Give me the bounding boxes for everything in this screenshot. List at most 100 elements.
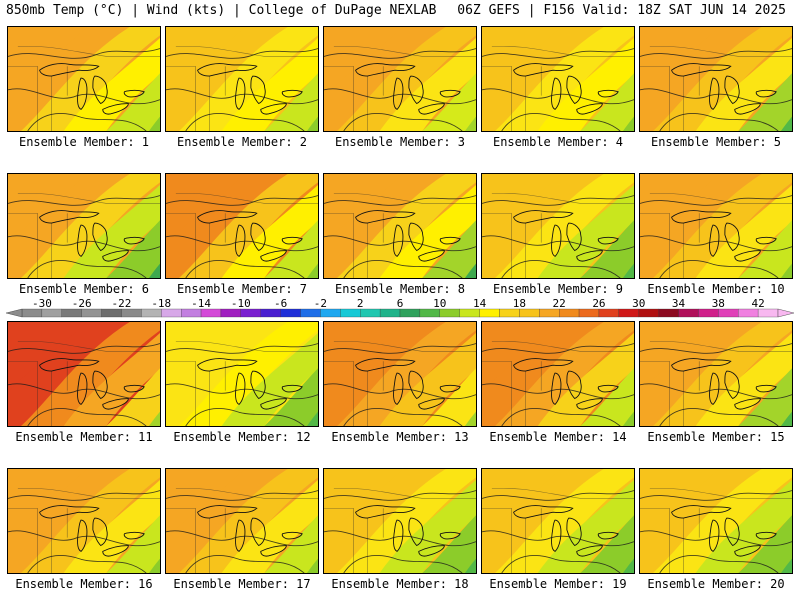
temperature-band: [148, 116, 160, 131]
great-lake-outline: [102, 545, 129, 557]
colorbar-tick: -6: [274, 297, 288, 310]
great-lake-outline: [235, 372, 246, 405]
temperature-field-map: [324, 174, 476, 278]
isotherm-contour: [482, 383, 634, 400]
isotherm-contour: [659, 554, 779, 573]
isotherm-contour: [166, 195, 318, 206]
colorbar-bin: [240, 308, 261, 318]
great-lake-outline: [709, 372, 720, 405]
isotherm-contour: [185, 259, 305, 278]
temperature-band: [653, 322, 792, 426]
colorbar-bin: [419, 308, 440, 318]
ensemble-panel-3: [323, 26, 477, 132]
temperature-band: [106, 515, 160, 573]
temperature-field-map: [640, 174, 792, 278]
temperature-band: [422, 368, 476, 426]
isotherm-contour: [482, 48, 634, 59]
great-lake-outline: [355, 210, 416, 224]
colorbar-bin: [757, 308, 779, 318]
colorbar-tick: 22: [552, 297, 566, 310]
great-lake-outline: [393, 519, 404, 552]
colorbar-bin: [121, 308, 142, 318]
colorbar-bin: [738, 308, 759, 318]
great-lake-outline: [597, 89, 619, 98]
colorbar-bin: [698, 308, 719, 318]
great-lake-outline: [709, 77, 720, 110]
temperature-field-map: [166, 322, 318, 426]
colorbar-tick: 42: [751, 297, 765, 310]
colorbar-bin: [280, 308, 301, 318]
temperature-band: [422, 73, 476, 131]
great-lake-outline: [197, 358, 258, 372]
temperature-field-map: [482, 27, 634, 131]
temperature-band: [422, 515, 476, 573]
temperature-field-map: [324, 469, 476, 573]
temperature-band: [306, 263, 318, 278]
temperature-band: [106, 368, 160, 426]
colorbar-bin: [340, 308, 361, 318]
isotherm-contour: [166, 48, 318, 59]
great-lake-outline: [355, 358, 416, 372]
great-lake-outline: [734, 250, 761, 262]
isotherm-contour: [166, 490, 318, 501]
colorbar-tick: 26: [592, 297, 606, 310]
colorbar-tick: 6: [396, 297, 404, 310]
temperature-band: [379, 479, 476, 573]
temperature-field-map: [482, 322, 634, 426]
temperature-band: [63, 37, 160, 131]
colorbar-bin: [638, 308, 659, 318]
great-lake-outline: [393, 224, 404, 257]
temperature-band: [264, 515, 318, 573]
colorbar-bin: [578, 308, 600, 318]
isotherm-contour: [640, 530, 792, 547]
temperature-band: [622, 263, 634, 278]
great-lake-outline: [439, 89, 461, 98]
temperature-band: [21, 27, 160, 131]
colorbar-tick: -26: [71, 297, 92, 310]
temperature-band: [622, 411, 634, 426]
temperature-band: [464, 411, 476, 426]
isotherm-contour: [659, 112, 779, 131]
isotherm-contour: [324, 490, 476, 501]
temperature-band: [106, 220, 160, 278]
temperature-band: [337, 469, 476, 573]
isotherm-contour: [501, 554, 621, 573]
great-lake-outline: [197, 505, 258, 519]
great-lake-outline: [597, 531, 619, 540]
temperature-field-map: [482, 469, 634, 573]
ensemble-panel-10: [639, 173, 793, 279]
colorbar-tick: 14: [472, 297, 487, 310]
temperature-field-map: [166, 174, 318, 278]
great-lake-outline: [281, 89, 303, 98]
great-lake-outline: [235, 77, 246, 110]
temperature-band: [21, 322, 160, 426]
great-lake-outline: [418, 103, 445, 115]
great-lake-outline: [250, 222, 266, 252]
colorbar-bin: [479, 308, 500, 318]
temperature-band: [738, 220, 792, 278]
great-lake-outline: [260, 250, 287, 262]
temperature-band: [653, 469, 792, 573]
temperature-band: [738, 368, 792, 426]
isotherm-contour: [166, 343, 318, 354]
great-lake-outline: [576, 103, 603, 115]
ensemble-member-label: Ensemble Member: 19: [489, 577, 627, 591]
great-lake-outline: [551, 77, 562, 110]
great-lake-outline: [250, 517, 266, 547]
colorbar-bin: [161, 308, 182, 318]
colorbar-bin: [539, 308, 560, 318]
isotherm-contour: [8, 383, 160, 400]
colorbar-bin: [399, 308, 421, 318]
great-lake-outline: [355, 63, 416, 77]
colorbar-bin: [718, 308, 739, 318]
ensemble-member-label: Ensemble Member: 11: [15, 430, 153, 444]
temperature-band: [306, 116, 318, 131]
great-lake-outline: [551, 372, 562, 405]
great-lake-outline: [408, 517, 424, 547]
great-lake-outline: [92, 517, 108, 547]
isotherm-contour: [501, 407, 621, 426]
colorbar-bin: [81, 308, 102, 318]
ensemble-member-label: Ensemble Member: 13: [331, 430, 469, 444]
temperature-band: [780, 116, 792, 131]
temperature-band: [537, 37, 634, 131]
